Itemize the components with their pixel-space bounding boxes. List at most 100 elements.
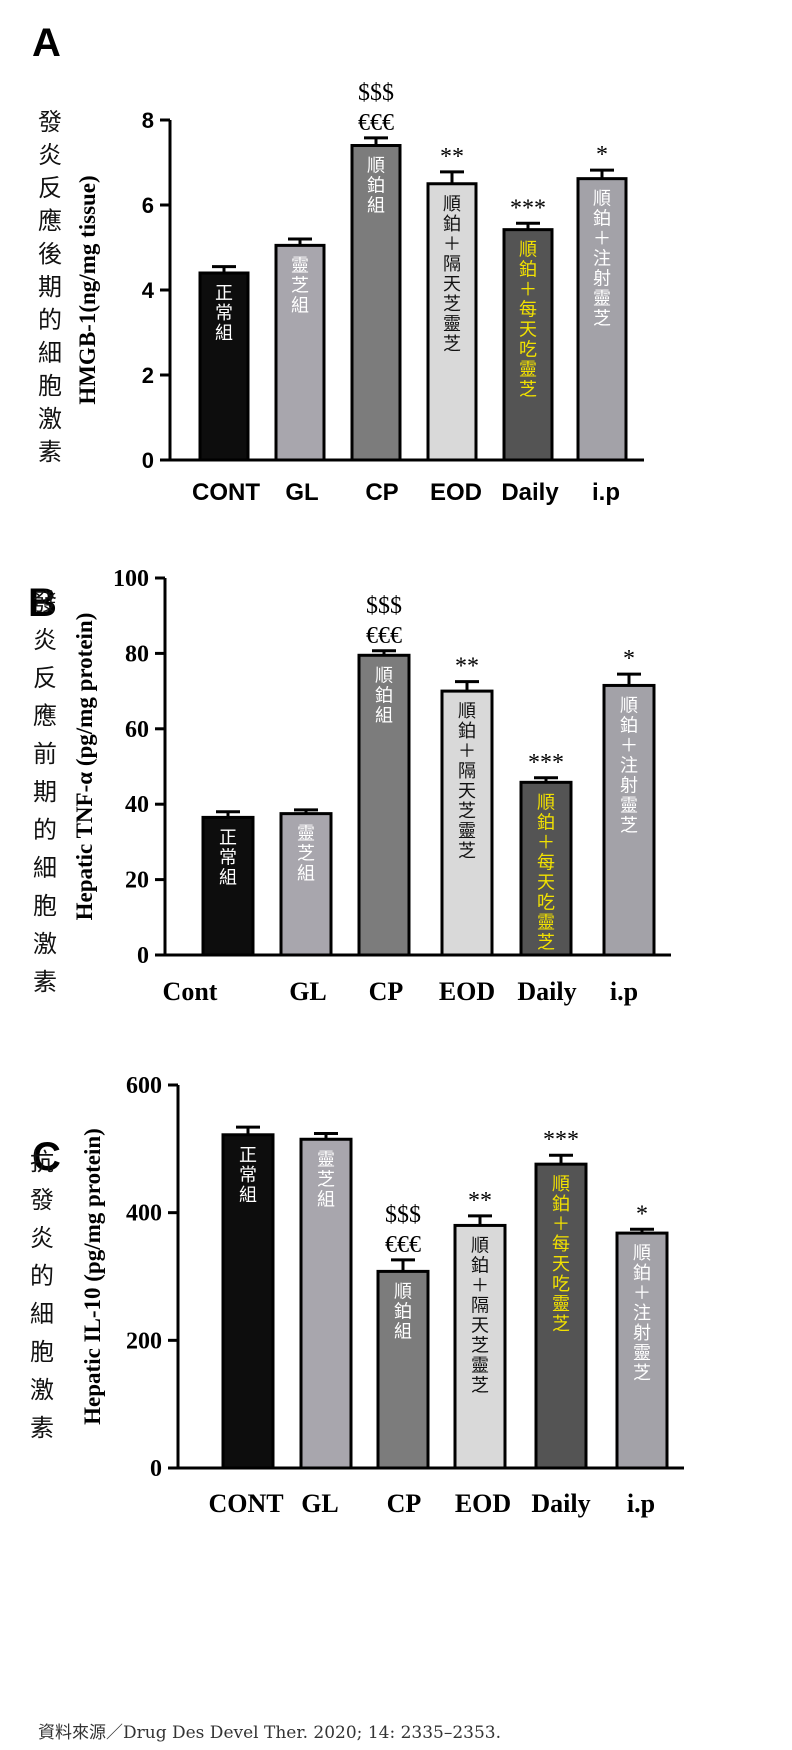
bar-text-char: 組 [394, 1321, 412, 1342]
bar-text-char: 順 [471, 1235, 489, 1256]
side-label-char: 反 [38, 174, 62, 202]
side-label-char: 炎 [33, 626, 57, 654]
bar-text-char: 常 [239, 1165, 257, 1186]
y-tick-label: 6 [142, 193, 154, 218]
side-label-char: 激 [33, 930, 57, 958]
bar-cont [221, 1133, 275, 1470]
bar-text-char: 靈 [291, 255, 309, 276]
bar-text-char: 靈 [633, 1343, 651, 1364]
category-label: GL [285, 479, 318, 506]
bar-text-char: 芝 [633, 1363, 651, 1384]
y-tick-label: 20 [125, 868, 149, 894]
bar-text-char: 靈 [471, 1355, 489, 1376]
side-label-char: 發 [33, 588, 57, 616]
bar-daily [519, 780, 573, 957]
bar-gl [299, 1137, 353, 1470]
bar-text-char: 鉑 [394, 1301, 412, 1322]
panel-letter-c: C [32, 1135, 61, 1179]
bar-text-char: 靈 [443, 314, 461, 335]
bar-text-char: 芝 [471, 1335, 489, 1356]
bar-text-char: 靈 [317, 1149, 335, 1170]
bar-text-char: 天 [443, 274, 461, 295]
category-label: EOD [439, 977, 495, 1006]
bar-text-char: ＋ [443, 234, 461, 255]
bar-text-char: 鉑 [443, 214, 461, 235]
significance-mark: ** [468, 1188, 492, 1214]
category-label: Daily [501, 479, 559, 506]
bar-eod [426, 182, 478, 462]
bar-text-char: 芝 [471, 1375, 489, 1396]
bar-cp [376, 1269, 430, 1470]
category-label: CONT [208, 1489, 283, 1518]
bar-text-char: 芝 [458, 841, 476, 862]
side-label-char: 炎 [30, 1224, 54, 1252]
bar-gl [279, 812, 333, 957]
category-label: Cont [163, 977, 218, 1006]
category-label: Daily [531, 1489, 590, 1518]
bar-text-char: 常 [215, 303, 233, 324]
bar-text-char: 天 [471, 1315, 489, 1336]
bar-text-char: 天 [519, 320, 537, 341]
bar-text-char: 鉑 [537, 812, 555, 833]
bar-cp [350, 144, 402, 462]
category-label: i.p [627, 1489, 655, 1518]
bar-text-char: ＋ [458, 741, 476, 762]
significance-mark: *** [528, 750, 564, 776]
side-label-char: 期 [38, 273, 62, 301]
bar-text-char: 組 [375, 705, 393, 726]
bar-text-char: 芝 [443, 294, 461, 315]
y-tick-label: 0 [150, 1456, 162, 1482]
bar-text-char: 順 [620, 695, 638, 716]
side-label-char: 胞 [30, 1338, 54, 1366]
significance-mark: ** [455, 654, 479, 680]
bar-text-char: 組 [367, 196, 385, 217]
y-tick-label: 60 [125, 717, 149, 743]
bar-text-char: ＋ [593, 229, 611, 250]
bar-text-char: 注 [633, 1303, 651, 1324]
bar-eod [440, 689, 494, 957]
bar-text-char: 靈 [519, 360, 537, 381]
bar-daily [534, 1162, 588, 1470]
bar-text-char: 天 [552, 1254, 570, 1275]
side-label-char: 後 [38, 240, 62, 268]
bar-text-char: 靈 [537, 912, 555, 933]
category-label: EOD [455, 1489, 511, 1518]
bar-text-char: 射 [620, 775, 638, 796]
significance-mark: * [623, 646, 635, 672]
bar-ip [576, 177, 628, 462]
bar-text-char: 芝 [537, 932, 555, 953]
chart-panel-b: 0 20 40 60 80 100 Hepatic TNF-α (pg/mg protein… [33, 566, 671, 1006]
bar-text-char: 順 [519, 240, 537, 261]
side-label-char: 細 [33, 854, 57, 882]
bar-text-char: 組 [297, 864, 315, 885]
panel-letter-a: A [32, 21, 61, 65]
bar-text-char: ＋ [471, 1275, 489, 1296]
bar-text-char: 靈 [458, 821, 476, 842]
y-tick-label: 8 [142, 108, 154, 133]
category-label: i.p [592, 479, 620, 506]
category-label: GL [289, 977, 327, 1006]
significance-mark: * [596, 142, 608, 168]
significance-mark: $$$ [366, 593, 402, 619]
y-axis-label: Hepatic IL-10 (pg/mg protein) [80, 1128, 105, 1425]
side-label-char: 發 [38, 108, 62, 136]
bar-text-char: 鉑 [375, 685, 393, 706]
y-tick-label: 0 [142, 448, 154, 473]
bar-text-char: 常 [219, 847, 237, 868]
bar-text-char: 隔 [443, 254, 461, 275]
category-label: CONT [192, 479, 260, 506]
bar-text-char: 芝 [297, 844, 315, 865]
bar-text-char: 每 [519, 300, 537, 321]
bar-text-char: 吃 [552, 1274, 570, 1295]
bar-text-char: 組 [239, 1185, 257, 1206]
bar-text-char: 注 [620, 755, 638, 776]
bar-text-char: 射 [633, 1323, 651, 1344]
side-label-char: 應 [33, 702, 57, 730]
bar-text-char: 靈 [552, 1294, 570, 1315]
bar-text-char: ＋ [537, 832, 555, 853]
side-label-char: 抗 [30, 1148, 54, 1176]
bar-text-char: 芝 [317, 1169, 335, 1190]
bar-text-char: 射 [593, 269, 611, 290]
bar-text-char: 正 [239, 1145, 257, 1166]
